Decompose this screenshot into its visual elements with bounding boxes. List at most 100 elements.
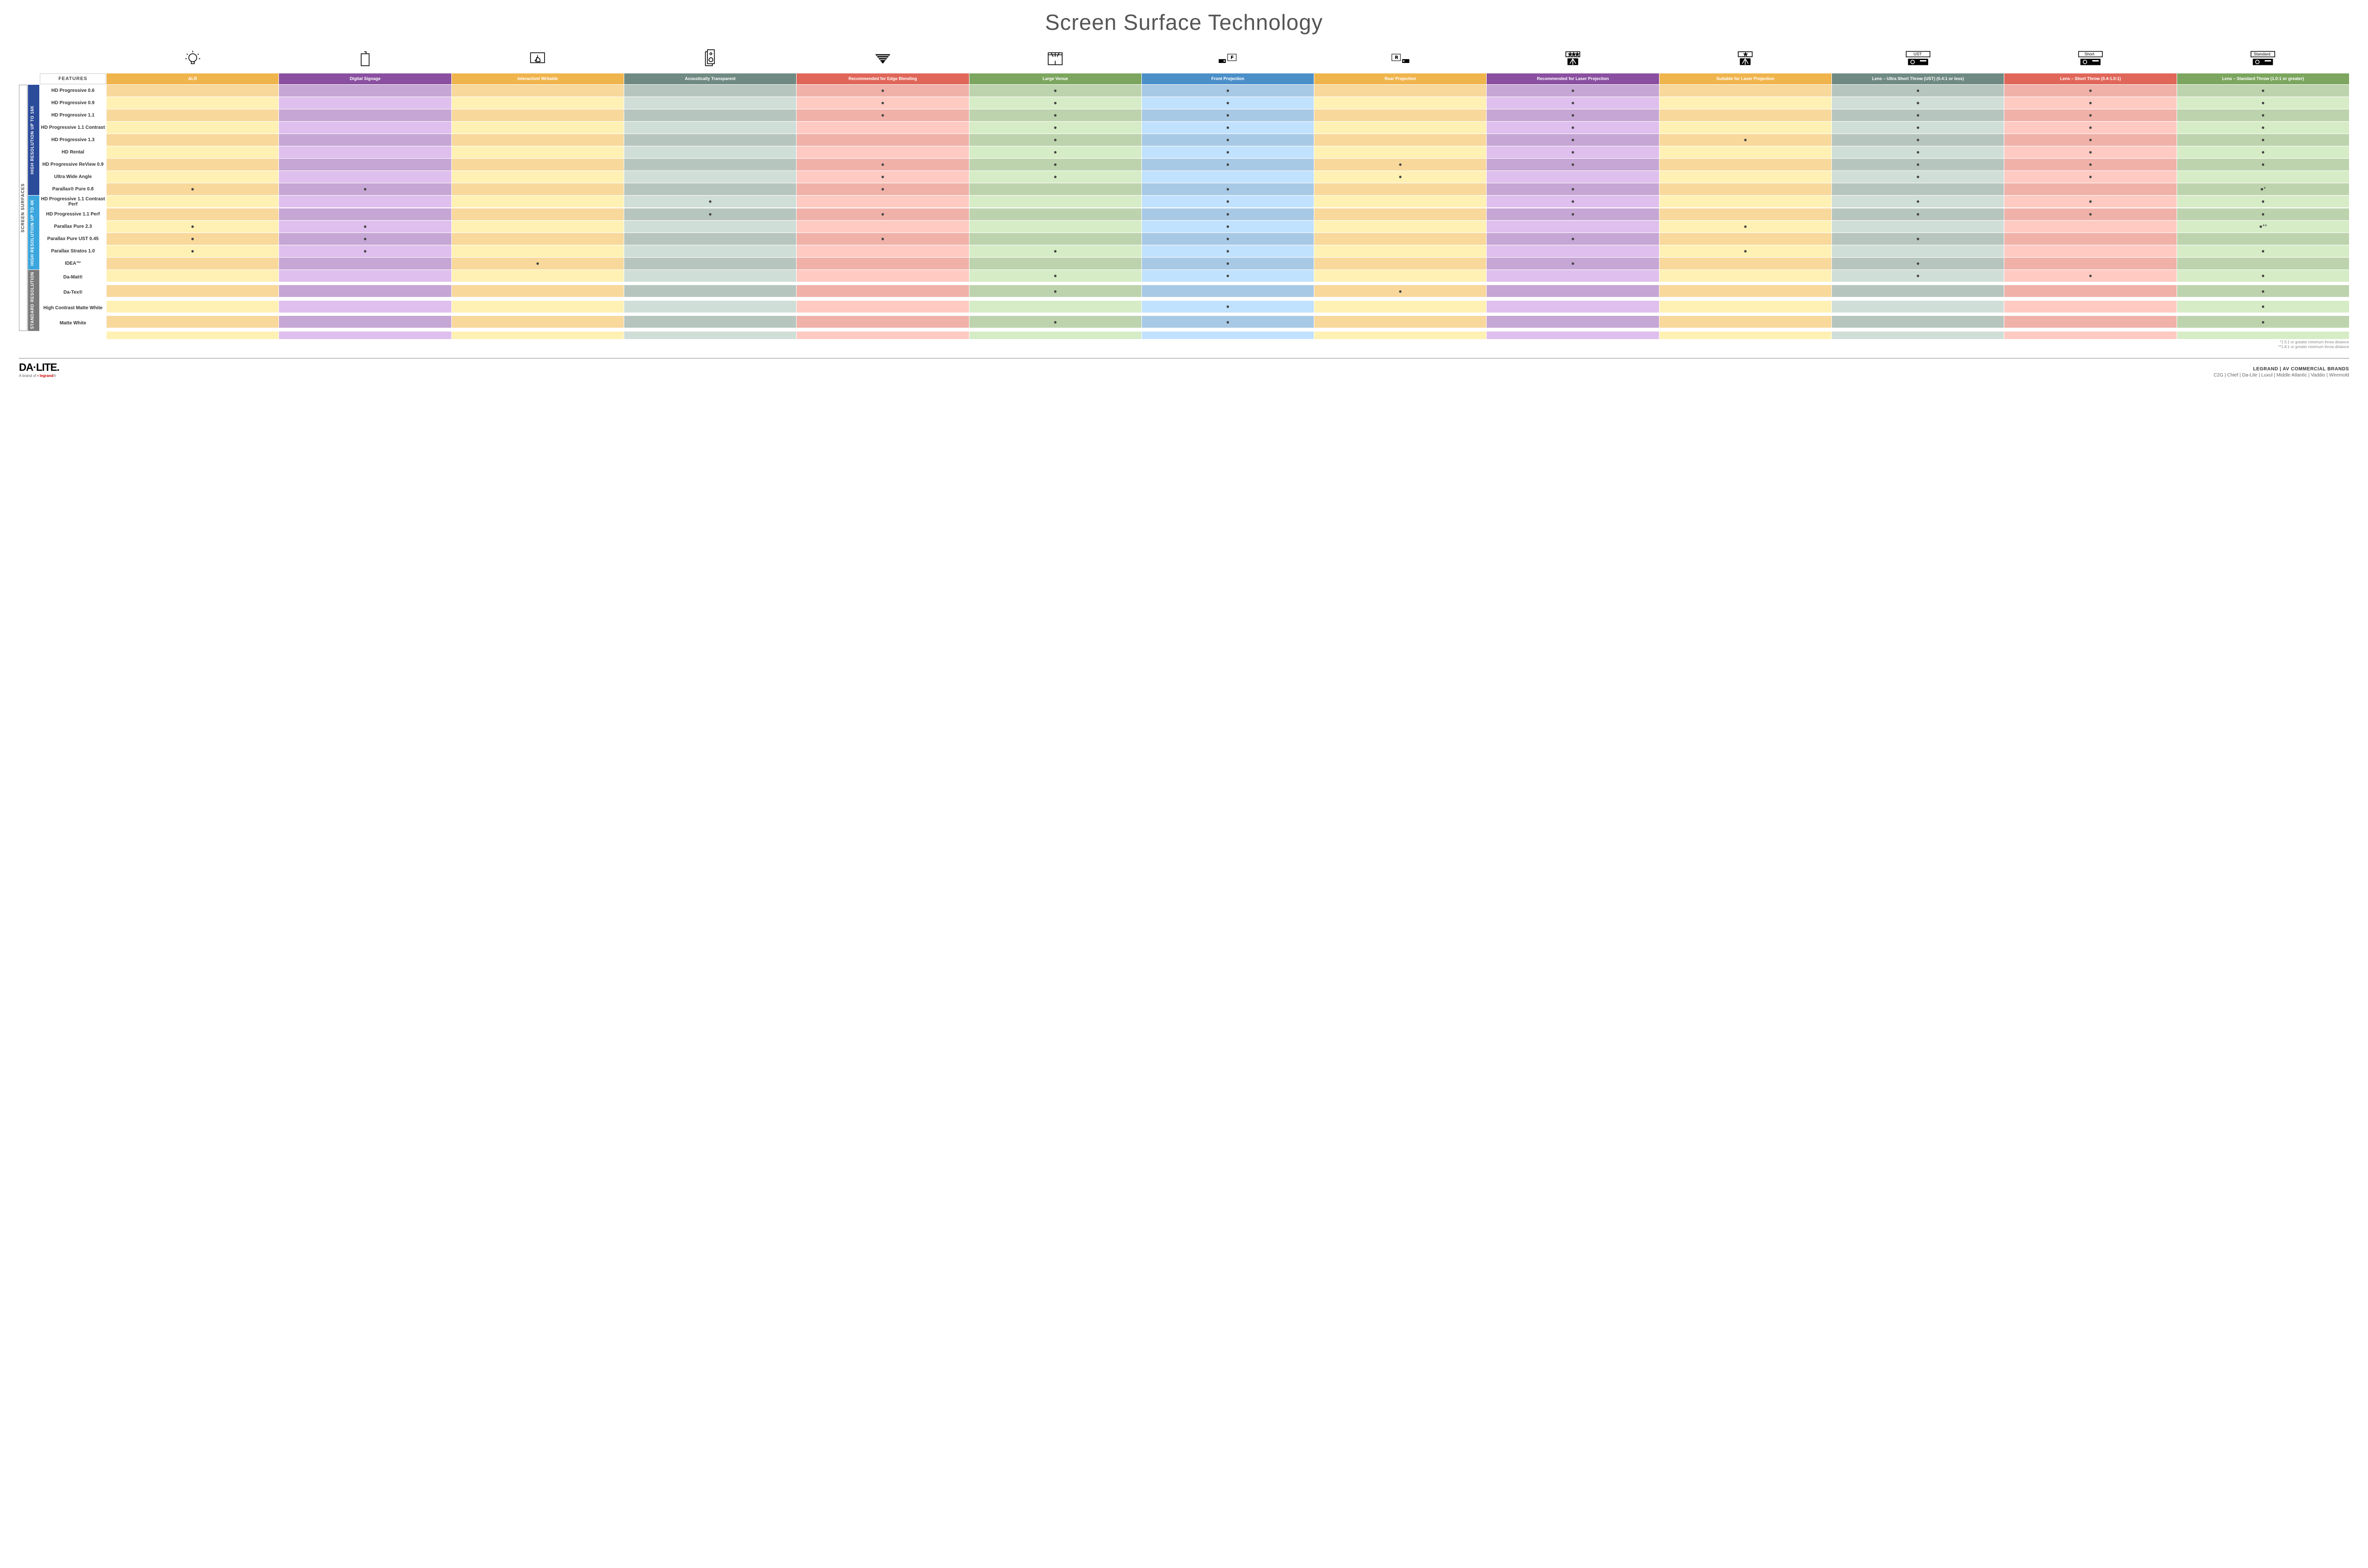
table-cell [1314, 146, 1486, 158]
table-cell [452, 146, 624, 158]
table-cell: ● [2177, 97, 2349, 109]
table-cell [1659, 183, 1831, 195]
table-cell [969, 258, 1141, 269]
table-cell: ● [797, 159, 969, 170]
table-cell [1659, 171, 1831, 183]
table-cell [452, 316, 624, 328]
table-cell: ● [1832, 258, 2004, 269]
table-cell [624, 221, 796, 233]
table-cell [624, 233, 796, 245]
table-cell: ● [969, 85, 1141, 97]
row-label: HD Progressive 1.1 Perf [40, 208, 106, 220]
table-cell: ● [1142, 233, 1314, 245]
row-label: Parallax® Pure 0.8 [40, 183, 106, 195]
table-cell [1314, 97, 1486, 109]
table-cell [1142, 285, 1314, 297]
table-cell: ● [969, 97, 1141, 109]
table-cell: ● [279, 221, 451, 233]
table-cell: ● [969, 134, 1141, 146]
table-cell: ● [107, 221, 278, 233]
table-cell: ● [969, 171, 1141, 183]
row-label: Parallax Pure 2.3 [40, 221, 106, 233]
table-cell: ● [1659, 245, 1831, 257]
table-cell: ● [1142, 159, 1314, 170]
svg-text:F: F [1231, 55, 1233, 60]
table-cell [797, 122, 969, 134]
table-cell [2004, 221, 2176, 233]
table-cell [452, 134, 624, 146]
table-cell [279, 196, 451, 207]
table-cell [107, 159, 278, 170]
row-label: HD Progressive 0.9 [40, 97, 106, 109]
row-label: High Contrast Matte White [40, 301, 106, 315]
table-cell: ● [969, 285, 1141, 297]
table-cell [107, 97, 278, 109]
table-cell [624, 171, 796, 183]
table-cell: ● [624, 196, 796, 207]
table-cell [1314, 258, 1486, 269]
table-cell [624, 134, 796, 146]
speaker-icon [624, 45, 796, 73]
table-cell: ● [1142, 85, 1314, 97]
table-cell: ● [2004, 171, 2176, 183]
table-cell: ● [1314, 285, 1486, 297]
table-cell [452, 97, 624, 109]
table-cell: ● [1832, 122, 2004, 134]
table-cell: ● [1314, 171, 1486, 183]
table-cell: ● [1487, 109, 1659, 121]
table-cell [1832, 332, 2004, 339]
table-cell [1659, 258, 1831, 269]
table-cell: ● [969, 146, 1141, 158]
table-cell [2004, 332, 2176, 339]
category-label: HIGH RESOLUTION UP TO 16K [28, 85, 39, 195]
svg-text:Standard: Standard [2254, 52, 2270, 56]
table-cell [279, 146, 451, 158]
table-cell: ● [2004, 134, 2176, 146]
table-cell [624, 109, 796, 121]
table-cell: ● [797, 233, 969, 245]
table-cell: ● [1142, 316, 1314, 328]
table-cell [1832, 183, 2004, 195]
table-cell: ● [797, 85, 969, 97]
table-cell [452, 183, 624, 195]
laser-rec-icon: ★★★ [1487, 45, 1659, 73]
table-cell: ● [107, 245, 278, 257]
table-cell [1487, 245, 1659, 257]
table-cell [797, 146, 969, 158]
column-header: ALR [107, 73, 278, 84]
table-cell: ● [2177, 245, 2349, 257]
table-cell: ● [2004, 270, 2176, 282]
table-cell: ● [1142, 258, 1314, 269]
table-cell: ● [2177, 270, 2349, 282]
table-cell [1314, 109, 1486, 121]
table-cell [797, 196, 969, 207]
row-label: HD Progressive 0.6 [40, 85, 106, 97]
table-cell [797, 270, 969, 282]
table-cell [2004, 233, 2176, 245]
logo: DA·LITE. [19, 361, 59, 374]
table-cell: ● [969, 270, 1141, 282]
table-cell: ● [1142, 122, 1314, 134]
table-cell: ● [1487, 122, 1659, 134]
table-cell [1314, 208, 1486, 220]
table-cell [279, 208, 451, 220]
table-cell [107, 146, 278, 158]
column-header: Rear Projection [1314, 73, 1486, 84]
venue-icon [969, 45, 1141, 73]
category-label: HIGH RESOLUTION UP TO 4K [28, 196, 39, 269]
table-cell: ● [279, 183, 451, 195]
table-cell [1314, 183, 1486, 195]
table-cell [452, 171, 624, 183]
row-label: Matte White [40, 316, 106, 331]
table-cell [107, 285, 278, 297]
table-cell [1659, 208, 1831, 220]
column-header: Front Projection [1142, 73, 1314, 84]
table-cell: ● [969, 122, 1141, 134]
table-cell [1659, 159, 1831, 170]
column-header: Lens – Standard Throw (1.0:1 or greater) [2177, 73, 2349, 84]
table-cell [624, 258, 796, 269]
bulb-icon [107, 45, 278, 73]
column-header: Interactive/ Writable [452, 73, 624, 84]
table-cell [1314, 245, 1486, 257]
table-cell [452, 332, 624, 339]
